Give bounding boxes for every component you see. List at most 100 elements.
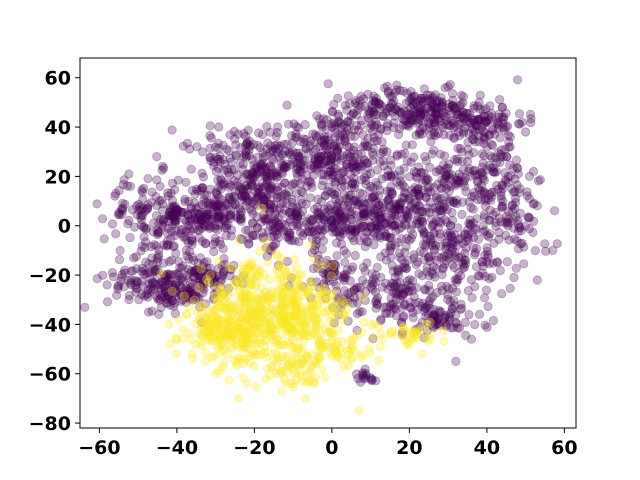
scatter-point-class-0 [447,108,457,118]
scatter-point-class-0 [443,82,453,92]
scatter-point-class-0 [264,203,275,213]
scatter-point-class-0 [325,139,335,149]
scatter-point-class-0 [255,161,265,171]
scatter-point-class-0 [394,201,404,211]
scatter-point-class-0 [365,185,375,196]
scatter-point-class-0 [429,122,439,132]
scatter-point-class-0 [386,182,396,192]
scatter-point-class-0 [269,200,279,210]
scatter-point-class-1 [194,282,204,292]
scatter-point-class-0 [427,102,437,112]
scatter-point-class-0 [427,94,437,104]
scatter-point-class-0 [462,113,473,123]
scatter-point-class-0 [485,205,495,215]
scatter-point-class-0 [455,107,465,117]
scatter-point-class-0 [379,218,389,228]
scatter-point-class-0 [272,193,282,203]
scatter-point-class-0 [478,105,488,115]
scatter-point-class-0 [425,130,436,140]
scatter-point-class-0 [464,309,474,320]
scatter-point-class-1 [248,310,259,321]
scatter-point-class-0 [497,102,507,112]
scatter-point-class-0 [433,179,443,189]
scatter-point-class-0 [424,182,435,192]
scatter-point-class-0 [452,109,463,120]
scatter-point-class-0 [399,182,410,192]
scatter-point-class-1 [326,271,336,281]
scatter-point-class-0 [408,230,418,240]
scatter-point-class-0 [342,201,353,211]
scatter-point-class-0 [361,179,371,189]
scatter-point-class-0 [102,280,112,290]
scatter-point-class-0 [409,92,419,102]
scatter-point-class-0 [189,272,199,282]
y-tick-label: 60 [45,68,71,90]
scatter-point-class-0 [497,112,507,122]
scatter-point-class-0 [431,107,441,118]
scatter-point-class-1 [244,328,254,338]
scatter-point-class-0 [408,96,418,106]
scatter-point-class-1 [243,343,253,353]
scatter-point-class-0 [170,212,180,222]
scatter-point-class-0 [452,109,462,120]
scatter-point-class-0 [220,200,230,210]
scatter-point-class-0 [225,130,235,140]
scatter-point-class-0 [422,90,432,100]
scatter-point-class-0 [487,153,497,163]
scatter-point-class-0 [209,200,219,210]
scatter-point-class-0 [244,145,254,155]
scatter-point-class-0 [323,151,333,161]
scatter-point-class-0 [402,156,412,166]
scatter-point-class-0 [176,225,186,235]
scatter-point-class-0 [352,120,362,131]
scatter-point-class-0 [377,101,387,112]
scatter-point-class-0 [504,142,514,152]
scatter-point-class-0 [445,174,455,184]
scatter-point-class-0 [191,203,201,213]
scatter-point-class-0 [337,176,347,186]
scatter-point-class-0 [414,189,424,200]
scatter-point-class-0 [346,110,356,121]
scatter-point-class-0 [202,213,212,223]
scatter-point-class-0 [437,107,447,118]
scatter-point-class-0 [197,147,208,157]
scatter-point-class-1 [300,394,311,404]
scatter-point-class-1 [269,304,279,314]
scatter-point-class-0 [533,176,544,186]
scatter-point-class-0 [139,183,149,193]
scatter-point-class-0 [449,300,459,311]
scatter-point-class-0 [473,183,483,193]
scatter-point-class-0 [444,194,455,204]
scatter-point-class-0 [436,101,447,111]
scatter-point-class-0 [152,152,162,162]
scatter-point-class-0 [323,148,333,158]
scatter-point-class-0 [209,161,219,171]
scatter-point-class-0 [368,183,378,193]
scatter-point-class-0 [354,162,364,172]
scatter-point-class-0 [178,141,188,151]
scatter-point-class-1 [205,270,215,280]
scatter-point-class-0 [316,136,326,146]
scatter-point-class-0 [452,157,463,167]
scatter-point-class-0 [417,129,427,139]
scatter-point-class-0 [437,175,447,185]
scatter-point-class-0 [375,149,386,159]
scatter-point-class-0 [416,206,427,217]
scatter-point-class-0 [252,193,262,203]
scatter-point-class-1 [304,311,314,321]
scatter-point-class-0 [491,166,501,177]
scatter-point-class-0 [306,160,316,170]
scatter-point-class-0 [453,274,463,285]
scatter-point-class-0 [362,227,372,237]
scatter-point-class-0 [332,251,342,261]
scatter-point-class-0 [212,207,222,217]
scatter-point-class-0 [473,176,483,186]
scatter-point-class-0 [369,121,379,131]
scatter-point-class-0 [208,239,218,250]
scatter-point-class-1 [217,338,227,348]
scatter-point-class-0 [206,214,217,224]
scatter-point-class-0 [434,114,444,124]
scatter-point-class-0 [351,195,361,205]
scatter-point-class-0 [278,197,288,207]
scatter-point-class-0 [380,278,391,288]
